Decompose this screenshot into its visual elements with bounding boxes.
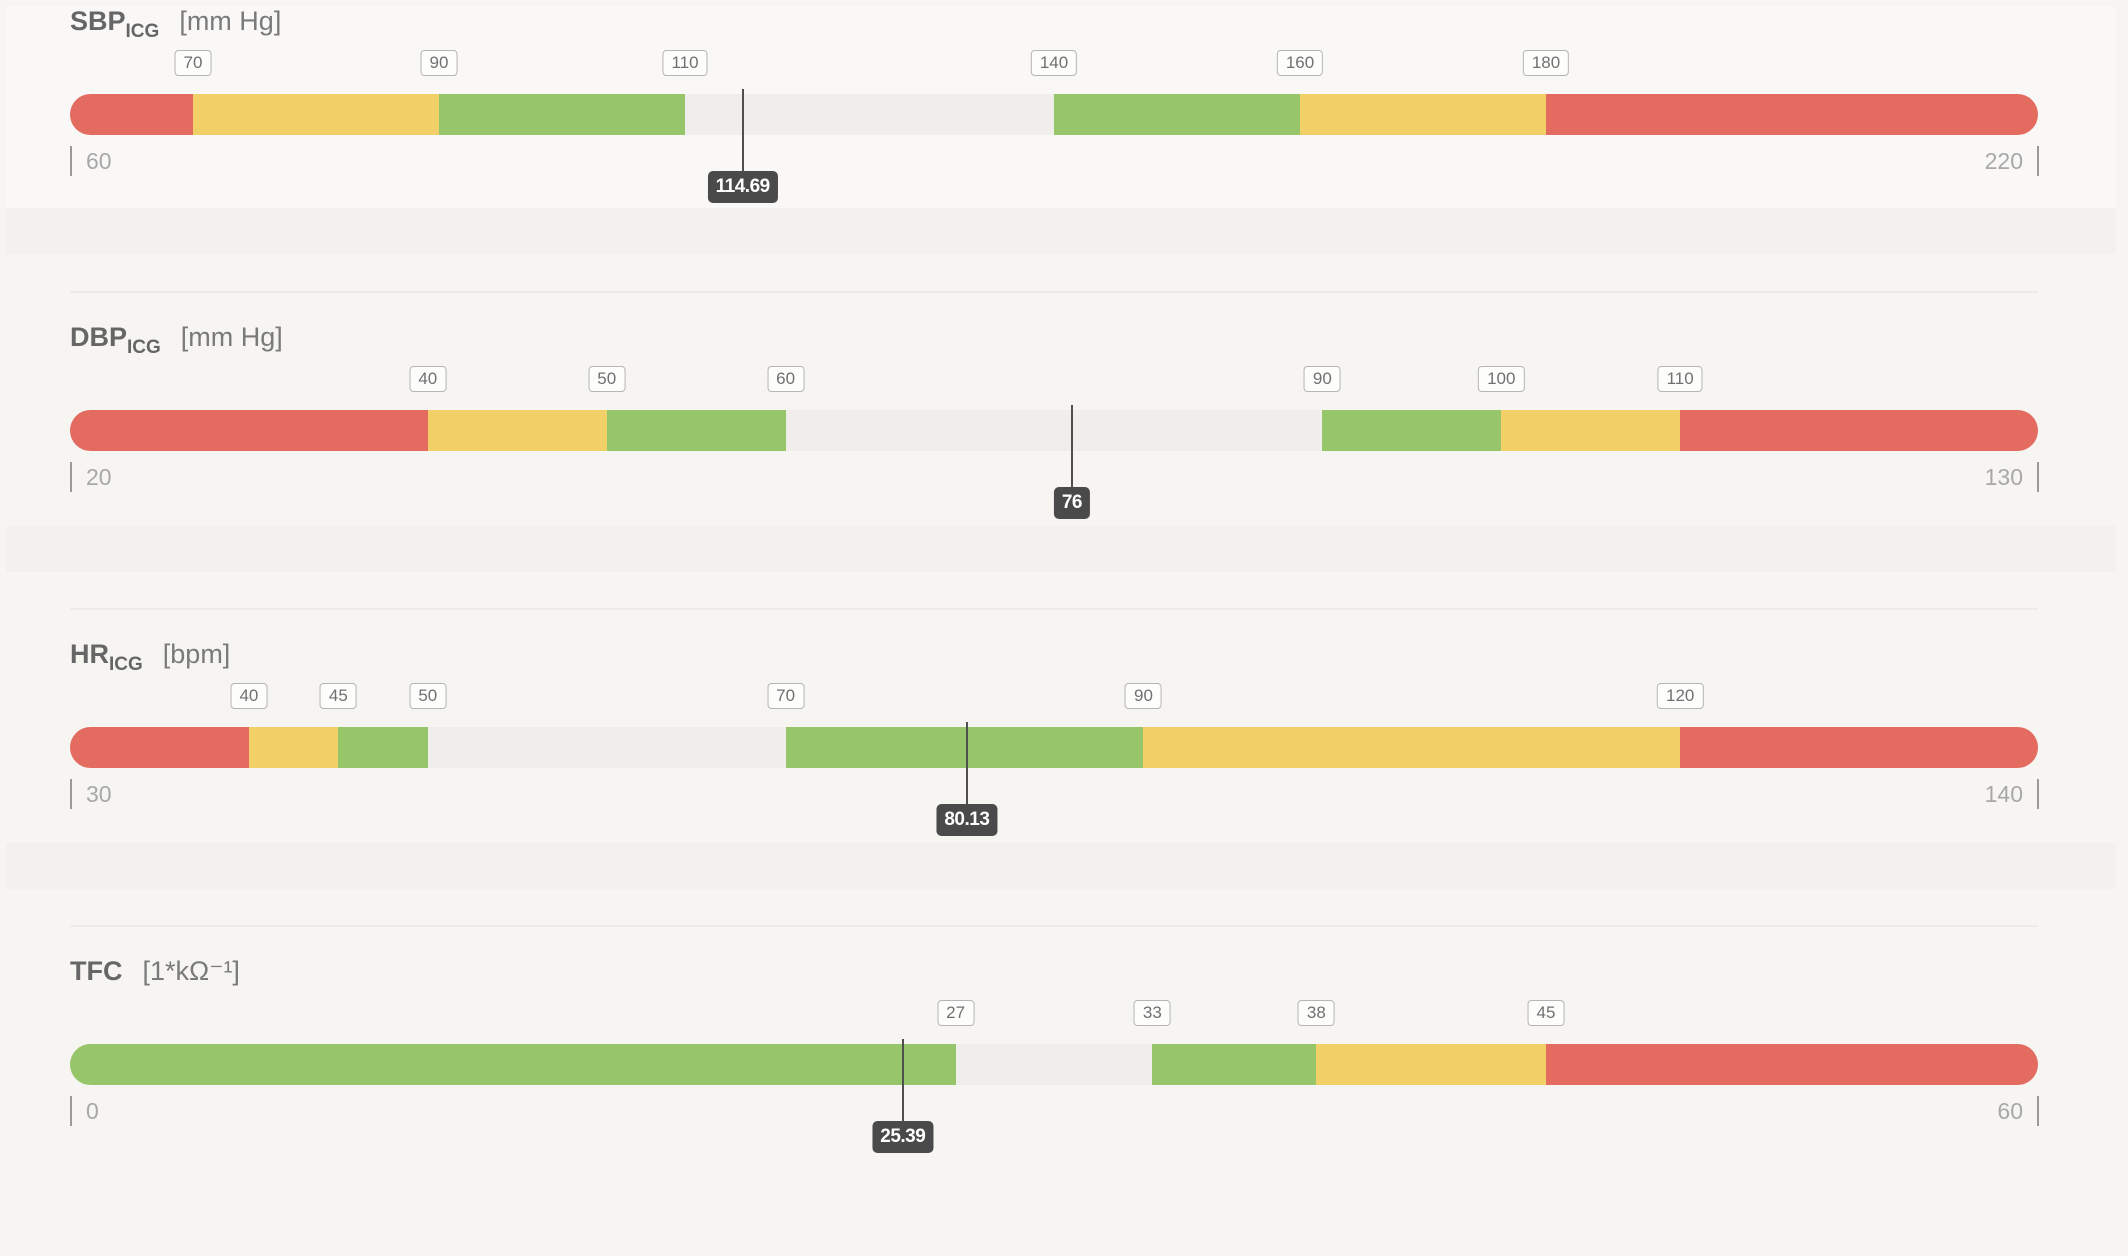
threshold-label: 50 [409, 683, 447, 709]
gauge-name: SBP [70, 6, 126, 36]
gauge-tfc: TFC [1*kΩ⁻¹] 27 33 38 45 0 60 25.39 [0, 956, 2128, 1256]
gauge-title: DBPICG [mm Hg] [70, 322, 283, 358]
threshold-label: 40 [230, 683, 268, 709]
threshold-label: 70 [174, 50, 212, 76]
threshold-label: 45 [319, 683, 357, 709]
threshold-label: 90 [1124, 683, 1162, 709]
gauge-title: HRICG [bpm] [70, 639, 231, 675]
threshold-label: 60 [767, 366, 805, 392]
gauge-title: SBPICG [mm Hg] [70, 6, 282, 42]
threshold-label: 100 [1478, 366, 1525, 392]
threshold-label: 110 [1657, 366, 1703, 392]
threshold-label: 180 [1522, 50, 1570, 76]
threshold-label: 110 [662, 50, 708, 76]
zone-red [1546, 1044, 2038, 1085]
axis-min-label: 20 [70, 462, 112, 492]
zone-neutral [955, 1044, 1153, 1085]
gauge-title: TFC [1*kΩ⁻¹] [70, 956, 240, 987]
panel-band [6, 526, 2116, 572]
zone-neutral [427, 727, 786, 768]
gauge-name: DBP [70, 322, 128, 352]
value-needle [965, 722, 968, 812]
zone-green [1322, 410, 1502, 451]
zone-yellow [1300, 94, 1546, 135]
zone-green [70, 1044, 956, 1085]
gauge-unit: [mm Hg] [180, 322, 283, 352]
threshold-label: 45 [1527, 1000, 1565, 1026]
threshold-label: 140 [1030, 50, 1078, 76]
separator [70, 925, 2038, 927]
threshold-label: 120 [1656, 683, 1704, 709]
gauge-subscript: ICG [127, 337, 161, 358]
value-needle [741, 89, 744, 179]
value-badge: 25.39 [872, 1121, 934, 1153]
zone-green [338, 727, 428, 768]
zone-red [70, 410, 428, 451]
axis-min-label: 30 [70, 779, 112, 809]
zone-red [1546, 94, 2038, 135]
threshold-label: 50 [588, 366, 626, 392]
value-needle [1070, 405, 1073, 495]
zone-green [1054, 94, 1300, 135]
zone-red [70, 727, 249, 768]
gauge-subscript: ICG [125, 21, 160, 42]
threshold-label: 160 [1276, 50, 1324, 76]
zone-green [785, 727, 1144, 768]
threshold-label: 90 [420, 50, 458, 76]
value-badge: 76 [1053, 487, 1090, 519]
axis-max-label: 140 [1985, 779, 2039, 809]
gauge-name: HR [70, 639, 109, 669]
value-badge: 114.69 [707, 171, 778, 203]
gauge-sbp: SBPICG [mm Hg] 70 90 110 140 160 180 60 220 114.69 [0, 6, 2128, 306]
threshold-label: 70 [767, 683, 805, 709]
threshold-label: 40 [409, 366, 447, 392]
gauge-dbp: DBPICG [mm Hg] 40 50 60 90 100 110 20 130 76 [0, 322, 2128, 622]
value-needle [901, 1039, 904, 1129]
zone-neutral [785, 410, 1323, 451]
range-bar [70, 94, 2038, 135]
axis-max-label: 220 [1985, 146, 2039, 176]
zone-yellow [1143, 727, 1681, 768]
gauge-unit: [1*kΩ⁻¹] [142, 956, 240, 986]
zone-green [606, 410, 786, 451]
zone-yellow [1316, 1044, 1546, 1085]
zone-neutral [685, 94, 1054, 135]
range-bar [70, 410, 2038, 451]
panel-band [6, 843, 2116, 889]
threshold-label: 90 [1303, 366, 1341, 392]
gauge-name: TFC [70, 956, 123, 986]
zone-green [439, 94, 685, 135]
threshold-label: 27 [937, 1000, 975, 1026]
panel-band [6, 208, 2116, 254]
gauge-hr: HRICG [bpm] 40 45 50 70 90 120 30 140 80.13 [0, 639, 2128, 939]
separator [70, 608, 2038, 610]
range-bar [70, 1044, 2038, 1085]
zone-green [1152, 1044, 1317, 1085]
zone-red [1680, 410, 2038, 451]
zone-yellow [427, 410, 607, 451]
axis-max-label: 130 [1985, 462, 2039, 492]
axis-max-label: 60 [1997, 1096, 2039, 1126]
zone-yellow [1501, 410, 1681, 451]
zone-yellow [248, 727, 339, 768]
zone-red [1680, 727, 2038, 768]
gauge-subscript: ICG [109, 654, 143, 675]
threshold-label: 33 [1133, 1000, 1171, 1026]
zone-red [70, 94, 193, 135]
zone-yellow [193, 94, 439, 135]
separator [70, 291, 2038, 293]
gauge-unit: [bpm] [162, 639, 231, 669]
gauge-unit: [mm Hg] [179, 6, 282, 36]
value-badge: 80.13 [936, 804, 998, 836]
range-bar [70, 727, 2038, 768]
axis-min-label: 0 [70, 1096, 99, 1126]
threshold-label: 38 [1297, 1000, 1335, 1026]
axis-min-label: 60 [70, 146, 112, 176]
